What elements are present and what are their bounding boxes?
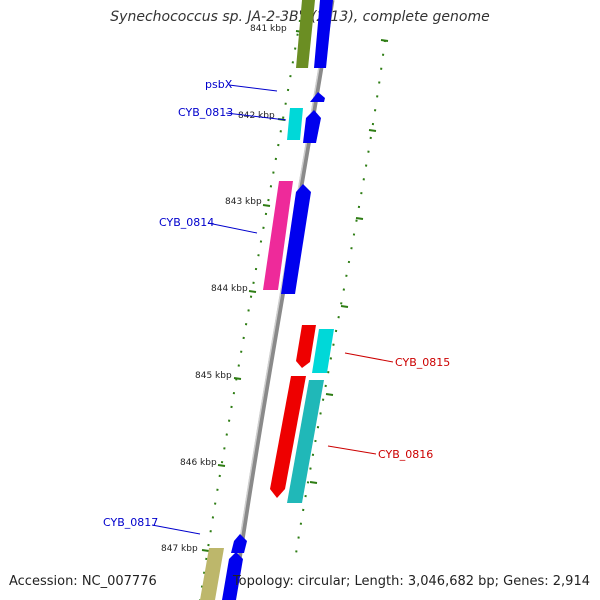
- kbp-label-841: 841 kbp: [250, 24, 287, 34]
- gene-cyb0815-cyan[interactable]: [312, 329, 334, 373]
- gene-psbx[interactable]: [310, 92, 325, 102]
- kbp-label-842: 842 kbp: [238, 111, 275, 121]
- gene-cyb0817-blue-small[interactable]: [231, 534, 247, 553]
- gene-label-cyb0817[interactable]: CYB_0817: [103, 516, 158, 529]
- label-line-cyb0813: [225, 112, 287, 121]
- gene-label-cyb0815[interactable]: CYB_0815: [395, 356, 450, 369]
- gene-top-blue[interactable]: [314, 0, 333, 68]
- gene-cyb0814-magenta[interactable]: [263, 181, 293, 290]
- gene-cyb0813-blue[interactable]: [303, 110, 321, 143]
- accession-text: Accession: NC_007776: [9, 574, 157, 589]
- gene-cyb0814-blue[interactable]: [281, 184, 311, 294]
- label-line-cyb0814: [207, 222, 258, 234]
- kbp-label-845: 845 kbp: [195, 371, 232, 381]
- gene-label-cyb0816[interactable]: CYB_0816: [378, 448, 433, 461]
- kbp-label-844: 844 kbp: [211, 284, 248, 294]
- genome-backbone-highlight: [230, 0, 331, 600]
- gene-cyb0815-red[interactable]: [296, 325, 316, 368]
- label-line-cyb0815: [344, 352, 394, 363]
- gene-cyb0816-teal[interactable]: [287, 380, 324, 503]
- gene-cyb0817-khaki[interactable]: [200, 548, 224, 600]
- gene-cyb0813-cyan[interactable]: [287, 108, 303, 140]
- gene-cyb0816-red[interactable]: [270, 376, 306, 498]
- label-line-psbx: [228, 84, 278, 92]
- gene-cyb0817-blue[interactable]: [222, 552, 243, 600]
- label-line-cyb0816: [327, 445, 377, 455]
- gene-label-cyb0813[interactable]: CYB_0813: [178, 106, 233, 119]
- kbp-label-846: 846 kbp: [180, 458, 217, 468]
- genome-backbone: [230, 0, 335, 600]
- genome-summary-text: Topology: circular; Length: 3,046,682 bp…: [232, 574, 590, 589]
- gene-label-cyb0814[interactable]: CYB_0814: [159, 216, 214, 229]
- map-title: Synechococcus sp. JA-2-3B'a(2-13), compl…: [110, 9, 490, 25]
- kbp-label-847: 847 kbp: [161, 544, 198, 554]
- kbp-label-843: 843 kbp: [225, 197, 262, 207]
- gene-top-olive[interactable]: [296, 0, 315, 68]
- gene-label-psbx[interactable]: psbX: [205, 78, 233, 91]
- label-line-cyb0817: [151, 524, 201, 535]
